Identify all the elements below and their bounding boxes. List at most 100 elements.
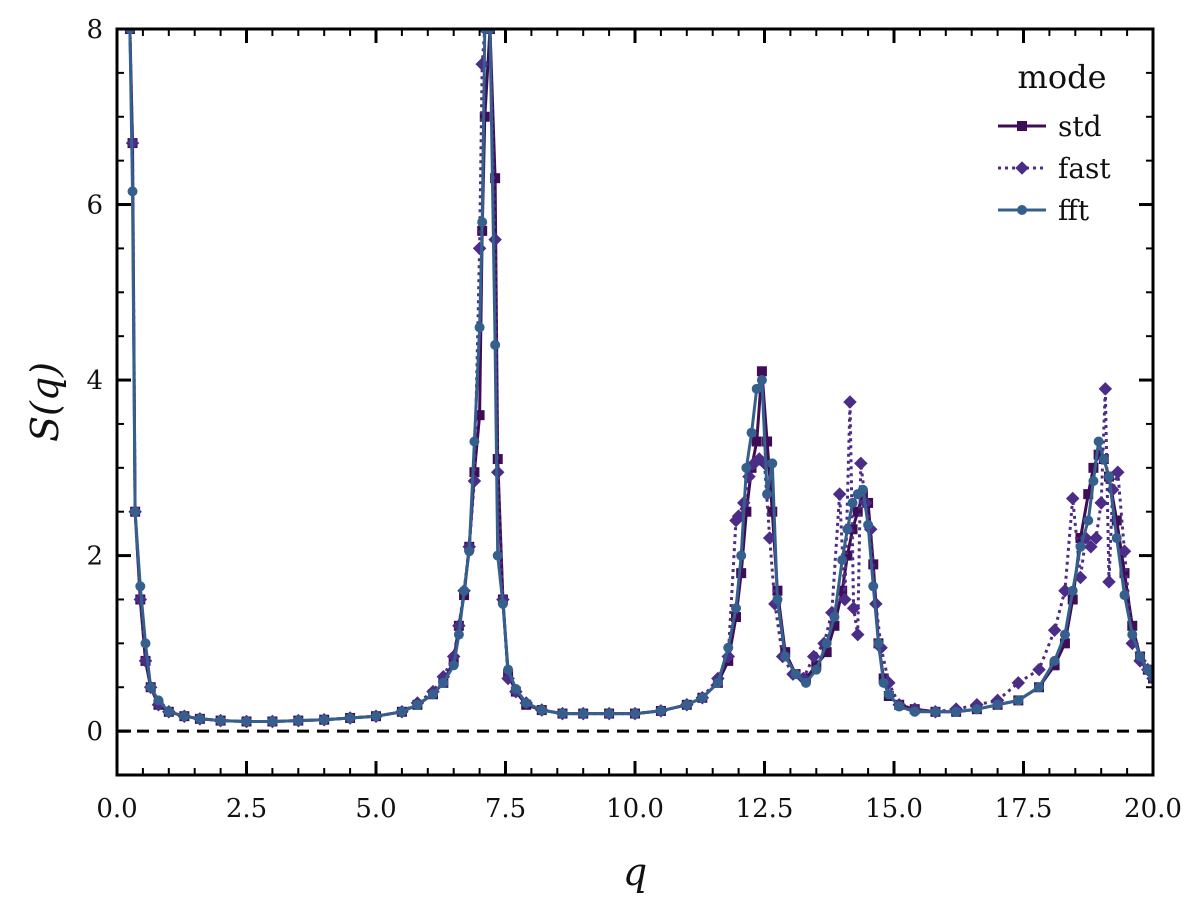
data-point-fft [604,708,615,719]
series-layer [123,29,1153,729]
data-point-fft [1093,436,1104,447]
data-point-fft [477,217,488,228]
data-point-fft [1119,590,1130,601]
data-point-fft [396,706,407,717]
data-point-std [821,647,832,658]
data-point-fast [1047,623,1062,637]
data-point-fast [1098,382,1113,396]
data-point-fft [578,708,589,719]
data-point-fft [767,458,778,469]
data-point-fft [267,716,278,727]
data-point-fast [838,592,852,607]
data-point-std [762,436,773,447]
data-point-fft [868,581,879,592]
data-point-std [490,173,501,184]
data-point-fft [951,706,962,717]
data-point-fft [811,664,822,675]
data-point-std [1093,449,1104,460]
x-tick-label: 20.0 [1124,794,1182,824]
data-point-fft [469,436,480,447]
data-point-fft [746,427,757,438]
data-point-fft [790,669,801,680]
series-line-fft [128,29,1153,723]
y-tick-label: 6 [86,191,103,221]
data-point-std [741,506,752,517]
data-point-fft [145,682,156,693]
x-tick-label: 2.5 [226,794,267,824]
data-point-fft [741,462,752,473]
data-point-fast [488,232,502,247]
data-point-fft [371,711,381,722]
data-point-fft [1067,585,1078,596]
data-point-fft [630,708,640,719]
data-point-fft [521,698,532,709]
data-point-fft [153,695,164,706]
data-point-fft [873,638,884,649]
data-point-fft [557,708,568,719]
data-point-fast [854,456,868,471]
data-point-fft [490,339,501,350]
data-point-fast [806,649,821,664]
data-point-fft [241,716,252,727]
data-point-fft [723,642,734,653]
data-point-fft [427,689,438,700]
data-point-fft [438,677,449,688]
data-point-fast [1111,465,1125,479]
data-point-fft [127,186,138,197]
data-point-fft [130,506,141,517]
data-point-fft [412,699,423,710]
y-tick-label: 8 [86,15,103,45]
legend-item-fft: fft [998,194,1090,227]
data-point-fft [163,706,174,717]
data-point-fft [1103,471,1114,482]
series-fft [124,29,1153,727]
data-point-fft [345,712,356,723]
data-point-fft [140,638,151,649]
data-point-fft [1034,682,1045,693]
legend-swatch-marker-std [1017,121,1027,131]
plot-frame [115,27,1155,777]
data-point-fast [1117,544,1132,558]
data-point-fft [293,715,304,726]
data-point-fft [510,683,521,694]
x-tick-label: 15.0 [865,794,923,824]
data-point-fft [1111,533,1122,544]
data-point-fft [1135,651,1146,662]
data-point-fft [762,489,773,500]
data-point-fft [453,629,464,640]
data-point-fft [135,581,146,592]
data-point-fast [1032,662,1046,677]
data-point-std [474,410,485,421]
data-point-fft [930,706,941,717]
data-point-fft [1127,629,1138,640]
data-point-std [852,506,863,517]
data-point-fft [842,524,853,535]
data-point-fft [863,519,874,530]
data-point-fft [751,383,762,394]
legend-swatch-marker-fft [1017,205,1027,215]
data-point-std [1088,462,1099,473]
data-point-std [1119,568,1130,579]
data-point-std [1067,594,1078,605]
data-point-fast [850,627,865,642]
data-point-std [837,585,848,596]
tick-labels-layer: 0.0 2.5 5.0 7.5 10.0 12.5 15.0 17.5 20.0 0 2 4 6 8 [86,15,1181,824]
y-tick-label: 2 [86,542,103,572]
data-point-fft [194,713,205,724]
data-point-fft [780,651,791,662]
data-point-fft [697,692,708,703]
data-point-fft [909,706,920,717]
data-point-fast [1102,575,1116,589]
data-point-std [842,550,853,561]
data-point-std [1111,515,1122,526]
data-point-fast [1089,531,1103,545]
data-point-fft [837,554,848,565]
data-point-std [1059,638,1070,649]
data-point-fast [843,395,857,409]
legend-item-std: std [998,110,1102,143]
legend-title: mode [1017,58,1106,96]
data-point-std [736,568,747,579]
data-point-fast [1065,491,1080,506]
data-point-fft [448,660,459,671]
